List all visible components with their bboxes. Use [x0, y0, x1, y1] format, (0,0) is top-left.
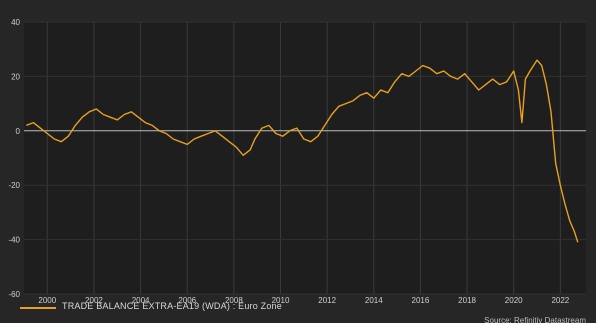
horizontal-gridlines [24, 21, 586, 295]
y-tick-label: 40 [11, 18, 20, 27]
y-tick-label: 0 [16, 127, 21, 136]
legend-label: TRADE BALANCE EXTRA-EA19 (WDA) : Euro Zo… [62, 301, 282, 311]
x-tick-label: 2010 [272, 296, 290, 305]
x-tick-label: 2004 [132, 296, 150, 305]
legend-swatch [20, 307, 56, 309]
x-tick-label: 2014 [365, 296, 383, 305]
x-tick-label: 2016 [412, 296, 430, 305]
series-layer [26, 59, 579, 243]
y-tick-label: -20 [8, 181, 20, 190]
x-tick-label: 2018 [458, 296, 476, 305]
series-line [26, 59, 579, 243]
y-tick-label: 20 [11, 72, 20, 81]
plot-area [24, 22, 586, 294]
y-axis-ticks: 40 20 0 -20 -40 -60 [8, 18, 20, 299]
y-tick-label: -60 [8, 290, 20, 299]
x-tick-label: 2002 [85, 296, 103, 305]
x-tick-label: 2012 [318, 296, 336, 305]
x-tick-label: 2008 [225, 296, 243, 305]
x-tick-label: 2000 [38, 296, 56, 305]
x-tick-label: 2006 [178, 296, 196, 305]
source-label: Source: Refinitiv Datastream [484, 316, 586, 325]
x-tick-label: 2022 [551, 296, 569, 305]
y-tick-label: -40 [8, 236, 20, 245]
x-axis-ticks: 2000 2002 2004 2006 2008 2010 2012 2014 2016 2018… [38, 296, 569, 305]
x-tick-label: 2020 [505, 296, 523, 305]
